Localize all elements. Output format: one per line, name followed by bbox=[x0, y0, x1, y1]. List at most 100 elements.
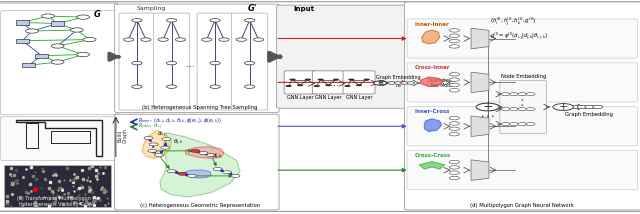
Text: (b) Heterogeneous Spanning Tree Sampling: (b) Heterogeneous Spanning Tree Sampling bbox=[142, 106, 257, 110]
Circle shape bbox=[449, 166, 460, 169]
Circle shape bbox=[124, 38, 134, 41]
Polygon shape bbox=[471, 116, 489, 137]
Polygon shape bbox=[419, 162, 445, 169]
Circle shape bbox=[191, 149, 200, 152]
Text: $d_{j,k}$: $d_{j,k}$ bbox=[212, 152, 223, 162]
Circle shape bbox=[154, 154, 163, 157]
Circle shape bbox=[219, 38, 229, 41]
Circle shape bbox=[394, 82, 402, 84]
Text: Node Embedding: Node Embedding bbox=[500, 74, 546, 79]
Circle shape bbox=[526, 108, 535, 111]
Circle shape bbox=[26, 29, 38, 33]
Circle shape bbox=[518, 123, 527, 126]
Circle shape bbox=[449, 171, 460, 174]
Text: ...: ... bbox=[186, 59, 195, 69]
Circle shape bbox=[449, 127, 460, 131]
Circle shape bbox=[144, 137, 153, 140]
Circle shape bbox=[207, 154, 216, 157]
FancyBboxPatch shape bbox=[22, 63, 35, 67]
Circle shape bbox=[449, 45, 460, 48]
Circle shape bbox=[77, 52, 90, 57]
Circle shape bbox=[509, 93, 518, 96]
Circle shape bbox=[77, 15, 90, 19]
Circle shape bbox=[501, 93, 510, 96]
Text: Cross-Cross: Cross-Cross bbox=[415, 153, 451, 158]
Text: (c) Heterogeneous Geometric Representation: (c) Heterogeneous Geometric Representati… bbox=[140, 203, 260, 208]
Circle shape bbox=[231, 174, 240, 177]
Circle shape bbox=[289, 79, 296, 81]
Text: Build
Graph: Build Graph bbox=[117, 128, 128, 143]
FancyBboxPatch shape bbox=[1, 11, 116, 114]
Circle shape bbox=[42, 14, 54, 18]
Polygon shape bbox=[420, 77, 444, 87]
FancyBboxPatch shape bbox=[4, 165, 111, 207]
Circle shape bbox=[305, 79, 311, 81]
Text: G': G' bbox=[248, 4, 257, 13]
FancyBboxPatch shape bbox=[115, 114, 279, 210]
FancyBboxPatch shape bbox=[119, 13, 155, 110]
Circle shape bbox=[585, 105, 595, 109]
Circle shape bbox=[449, 176, 460, 180]
Circle shape bbox=[158, 38, 168, 41]
Circle shape bbox=[449, 160, 460, 164]
Circle shape bbox=[175, 38, 186, 41]
Circle shape bbox=[344, 85, 351, 87]
Circle shape bbox=[141, 38, 151, 41]
Polygon shape bbox=[160, 133, 240, 197]
Circle shape bbox=[285, 85, 292, 87]
Text: $d_{i,j}$: $d_{i,j}$ bbox=[157, 130, 166, 140]
Circle shape bbox=[297, 84, 303, 86]
Circle shape bbox=[348, 79, 355, 81]
Circle shape bbox=[593, 105, 603, 109]
Circle shape bbox=[325, 84, 332, 86]
Polygon shape bbox=[471, 160, 489, 180]
FancyBboxPatch shape bbox=[407, 19, 637, 58]
Circle shape bbox=[244, 61, 255, 65]
Polygon shape bbox=[471, 28, 489, 49]
Text: GNN Layer: GNN Layer bbox=[346, 95, 372, 100]
Text: MLP: MLP bbox=[478, 122, 482, 131]
Text: ⊕: ⊕ bbox=[377, 80, 383, 86]
Circle shape bbox=[132, 85, 142, 88]
Text: Inner-Cross: Inner-Cross bbox=[415, 109, 450, 114]
Circle shape bbox=[356, 84, 362, 86]
Text: Inner-Inner: Inner-Inner bbox=[415, 22, 449, 27]
FancyBboxPatch shape bbox=[16, 20, 29, 25]
Text: GNN Layer: GNN Layer bbox=[287, 95, 314, 100]
Circle shape bbox=[223, 171, 232, 174]
Polygon shape bbox=[142, 131, 172, 158]
Circle shape bbox=[449, 34, 460, 37]
Polygon shape bbox=[424, 119, 442, 132]
Circle shape bbox=[449, 132, 460, 136]
Circle shape bbox=[132, 61, 142, 65]
Text: +: + bbox=[483, 101, 493, 113]
FancyBboxPatch shape bbox=[420, 77, 463, 89]
FancyBboxPatch shape bbox=[115, 4, 279, 113]
Circle shape bbox=[70, 28, 83, 32]
Circle shape bbox=[199, 152, 208, 155]
Circle shape bbox=[449, 89, 460, 92]
Circle shape bbox=[236, 38, 246, 41]
Circle shape bbox=[570, 105, 580, 109]
Text: $R_{inner}$  $(d_{i,j}, d_{j,k}, \theta_{j,k}, \phi(e_{i,j}), \phi(e_{j,k}))$: $R_{inner}$ $(d_{i,j}, d_{j,k}, \theta_{… bbox=[138, 117, 221, 127]
Text: Cross-Inner: Cross-Inner bbox=[415, 65, 450, 70]
Circle shape bbox=[449, 78, 460, 81]
Circle shape bbox=[518, 108, 527, 111]
Circle shape bbox=[83, 37, 96, 42]
Circle shape bbox=[317, 79, 324, 81]
Circle shape bbox=[210, 85, 220, 88]
Circle shape bbox=[188, 174, 196, 177]
Circle shape bbox=[553, 104, 573, 110]
Text: GNN Layer: GNN Layer bbox=[315, 95, 342, 100]
Circle shape bbox=[210, 19, 220, 22]
Text: +: + bbox=[559, 102, 568, 112]
Circle shape bbox=[577, 105, 588, 109]
FancyBboxPatch shape bbox=[232, 13, 268, 110]
Circle shape bbox=[167, 170, 176, 173]
FancyBboxPatch shape bbox=[404, 2, 640, 210]
Polygon shape bbox=[422, 30, 440, 44]
Circle shape bbox=[526, 93, 535, 96]
Circle shape bbox=[449, 116, 460, 120]
Circle shape bbox=[166, 61, 177, 65]
Circle shape bbox=[449, 29, 460, 32]
